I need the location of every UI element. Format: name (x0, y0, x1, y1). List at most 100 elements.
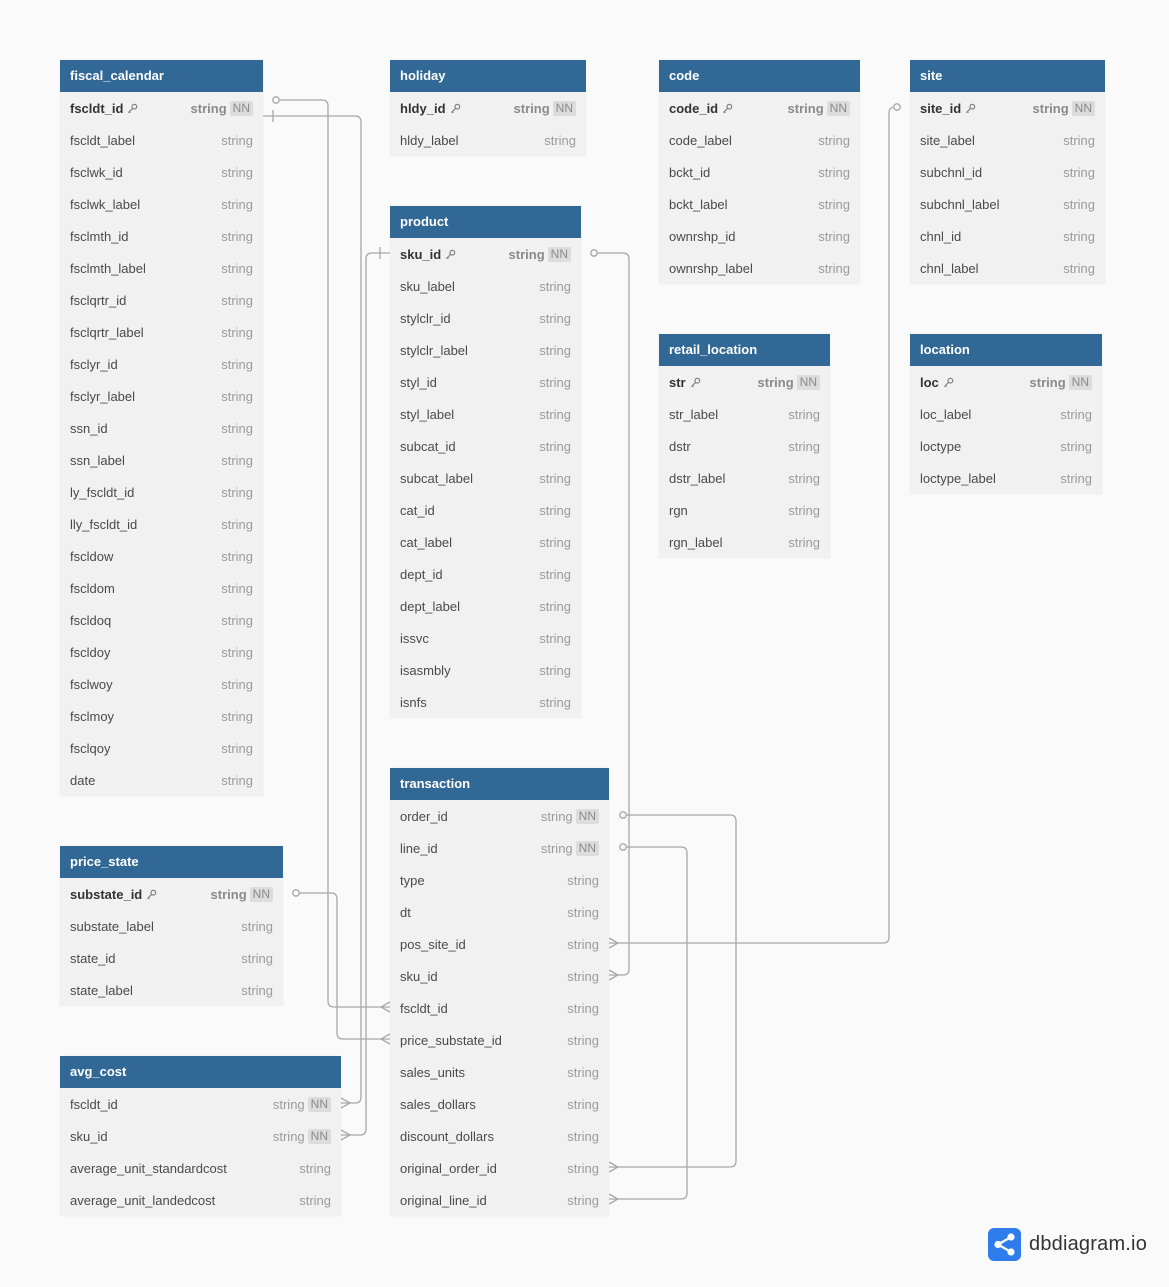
table-column-row[interactable]: fscldt_label string (60, 124, 263, 156)
table-column-row[interactable]: fscldt_id string (390, 992, 609, 1024)
table-column-row[interactable]: ownrshp_label string (659, 252, 860, 284)
table-column-row[interactable]: fsclmoy string (60, 700, 263, 732)
table-transaction[interactable]: transaction order_id string NN line_id string… (390, 768, 609, 1216)
table-column-row[interactable]: price_substate_id string (390, 1024, 609, 1056)
table-title[interactable]: code (659, 60, 860, 92)
table-column-row[interactable]: ssn_label string (60, 444, 263, 476)
table-column-row[interactable]: state_id string (60, 942, 283, 974)
table-site[interactable]: site site_id string NN site_label string subch… (910, 60, 1105, 284)
table-product[interactable]: product sku_id string NN sku_label string styl… (390, 206, 581, 718)
table-column-row[interactable]: stylclr_label string (390, 334, 581, 366)
table-column-row[interactable]: site_label string (910, 124, 1105, 156)
table-column-row[interactable]: order_id string NN (390, 800, 609, 832)
table-column-row[interactable]: chnl_label string (910, 252, 1105, 284)
table-column-row[interactable]: substate_id string NN (60, 878, 283, 910)
table-column-row[interactable]: rgn_label string (659, 526, 830, 558)
table-column-row[interactable]: bckt_label string (659, 188, 860, 220)
table-column-row[interactable]: cat_id string (390, 494, 581, 526)
table-column-row[interactable]: fsclqrtr_label string (60, 316, 263, 348)
table-column-row[interactable]: original_line_id string (390, 1184, 609, 1216)
table-title[interactable]: fiscal_calendar (60, 60, 263, 92)
table-column-row[interactable]: fscldt_id string NN (60, 1088, 341, 1120)
table-column-row[interactable]: loc string NN (910, 366, 1102, 398)
table-column-row[interactable]: dstr string (659, 430, 830, 462)
table-column-row[interactable]: substate_label string (60, 910, 283, 942)
table-column-row[interactable]: fsclwoy string (60, 668, 263, 700)
table-column-row[interactable]: fscldt_id string NN (60, 92, 263, 124)
table-column-row[interactable]: pos_site_id string (390, 928, 609, 960)
table-code[interactable]: code code_id string NN code_label string bckt_… (659, 60, 860, 284)
table-column-row[interactable]: site_id string NN (910, 92, 1105, 124)
table-column-row[interactable]: sku_id string NN (60, 1120, 341, 1152)
table-title[interactable]: product (390, 206, 581, 238)
table-column-row[interactable]: subcat_id string (390, 430, 581, 462)
table-column-row[interactable]: loctype string (910, 430, 1102, 462)
table-column-row[interactable]: sku_id string NN (390, 238, 581, 270)
table-column-row[interactable]: state_label string (60, 974, 283, 1006)
table-title[interactable]: retail_location (659, 334, 830, 366)
table-column-row[interactable]: sku_id string (390, 960, 609, 992)
table-column-row[interactable]: rgn string (659, 494, 830, 526)
table-column-row[interactable]: ownrshp_id string (659, 220, 860, 252)
table-column-row[interactable]: sales_dollars string (390, 1088, 609, 1120)
table-column-row[interactable]: fsclqrtr_id string (60, 284, 263, 316)
table-title[interactable]: site (910, 60, 1105, 92)
table-column-row[interactable]: fsclwk_id string (60, 156, 263, 188)
table-avg_cost[interactable]: avg_cost fscldt_id string NN sku_id string NN a… (60, 1056, 341, 1216)
table-column-row[interactable]: loctype_label string (910, 462, 1102, 494)
table-fiscal_calendar[interactable]: fiscal_calendar fscldt_id string NN fscldt_l… (60, 60, 263, 796)
table-column-row[interactable]: type string (390, 864, 609, 896)
table-price_state[interactable]: price_state substate_id string NN substate_l… (60, 846, 283, 1006)
table-column-row[interactable]: cat_label string (390, 526, 581, 558)
table-column-row[interactable]: hldy_label string (390, 124, 586, 156)
table-column-row[interactable]: subchnl_label string (910, 188, 1105, 220)
table-column-row[interactable]: discount_dollars string (390, 1120, 609, 1152)
table-column-row[interactable]: fscldoy string (60, 636, 263, 668)
table-column-row[interactable]: fscldom string (60, 572, 263, 604)
table-title[interactable]: transaction (390, 768, 609, 800)
table-column-row[interactable]: dstr_label string (659, 462, 830, 494)
table-column-row[interactable]: fscldoq string (60, 604, 263, 636)
table-column-row[interactable]: original_order_id string (390, 1152, 609, 1184)
table-column-row[interactable]: fsclqoy string (60, 732, 263, 764)
table-column-row[interactable]: isnfs string (390, 686, 581, 718)
table-column-row[interactable]: dept_id string (390, 558, 581, 590)
table-column-row[interactable]: code_label string (659, 124, 860, 156)
table-column-row[interactable]: fsclmth_label string (60, 252, 263, 284)
table-holiday[interactable]: holiday hldy_id string NN hldy_label string (390, 60, 586, 156)
table-column-row[interactable]: fsclmth_id string (60, 220, 263, 252)
table-column-row[interactable]: styl_label string (390, 398, 581, 430)
table-column-row[interactable]: chnl_id string (910, 220, 1105, 252)
table-column-row[interactable]: subchnl_id string (910, 156, 1105, 188)
table-column-row[interactable]: fsclwk_label string (60, 188, 263, 220)
table-column-row[interactable]: stylclr_id string (390, 302, 581, 334)
table-column-row[interactable]: issvc string (390, 622, 581, 654)
table-column-row[interactable]: ssn_id string (60, 412, 263, 444)
table-retail_location[interactable]: retail_location str string NN str_label strin… (659, 334, 830, 558)
table-title[interactable]: holiday (390, 60, 586, 92)
table-title[interactable]: location (910, 334, 1102, 366)
table-column-row[interactable]: str_label string (659, 398, 830, 430)
table-column-row[interactable]: dt string (390, 896, 609, 928)
table-column-row[interactable]: styl_id string (390, 366, 581, 398)
table-column-row[interactable]: lly_fscldt_id string (60, 508, 263, 540)
table-column-row[interactable]: date string (60, 764, 263, 796)
table-column-row[interactable]: str string NN (659, 366, 830, 398)
table-column-row[interactable]: ly_fscldt_id string (60, 476, 263, 508)
table-column-row[interactable]: subcat_label string (390, 462, 581, 494)
table-column-row[interactable]: code_id string NN (659, 92, 860, 124)
table-column-row[interactable]: dept_label string (390, 590, 581, 622)
table-column-row[interactable]: hldy_id string NN (390, 92, 586, 124)
table-column-row[interactable]: fsclyr_label string (60, 380, 263, 412)
table-column-row[interactable]: line_id string NN (390, 832, 609, 864)
table-title[interactable]: price_state (60, 846, 283, 878)
table-column-row[interactable]: fsclyr_id string (60, 348, 263, 380)
table-location[interactable]: location loc string NN loc_label string loctyp… (910, 334, 1102, 494)
table-column-row[interactable]: fscldow string (60, 540, 263, 572)
table-column-row[interactable]: average_unit_standardcost string (60, 1152, 341, 1184)
table-column-row[interactable]: bckt_id string (659, 156, 860, 188)
table-column-row[interactable]: isasmbly string (390, 654, 581, 686)
table-column-row[interactable]: loc_label string (910, 398, 1102, 430)
table-title[interactable]: avg_cost (60, 1056, 341, 1088)
